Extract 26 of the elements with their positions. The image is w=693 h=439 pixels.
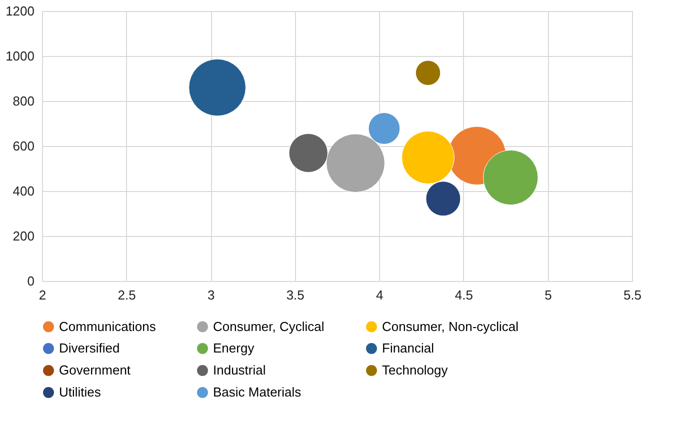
x-tick-label: 5	[544, 288, 552, 302]
legend-label: Consumer, Non-cyclical	[382, 318, 519, 334]
y-tick-label: 200	[12, 228, 34, 244]
y-tick-label: 1200	[6, 4, 34, 18]
legend-label: Technology	[382, 362, 448, 378]
y-tick-label: 800	[12, 94, 34, 108]
legend-label: Industrial	[213, 362, 266, 378]
legend-label: Basic Materials	[213, 384, 302, 400]
legend-label: Energy	[213, 340, 255, 356]
x-tick-label: 4	[376, 288, 384, 302]
x-tick-label: 2.5	[118, 288, 136, 302]
legend-label: Utilities	[59, 384, 102, 400]
y-tick-label: 600	[12, 138, 34, 154]
legend-label: Consumer, Cyclical	[213, 318, 324, 334]
x-tick-label: 4.5	[454, 288, 473, 302]
x-tick-label: 3.5	[286, 288, 304, 302]
x-tick-label: 3	[207, 288, 215, 302]
legend-label: Financial	[382, 340, 434, 356]
legend-label: Communications	[59, 318, 156, 334]
y-tick-label: 1000	[6, 48, 34, 64]
x-tick-label: 5.5	[623, 288, 642, 302]
x-tick-label: 2	[38, 288, 46, 302]
y-tick-label: 400	[12, 184, 34, 198]
y-tick-label: 0	[27, 274, 34, 288]
legend-label: Diversified	[59, 340, 120, 356]
legend-label: Government	[59, 362, 131, 378]
